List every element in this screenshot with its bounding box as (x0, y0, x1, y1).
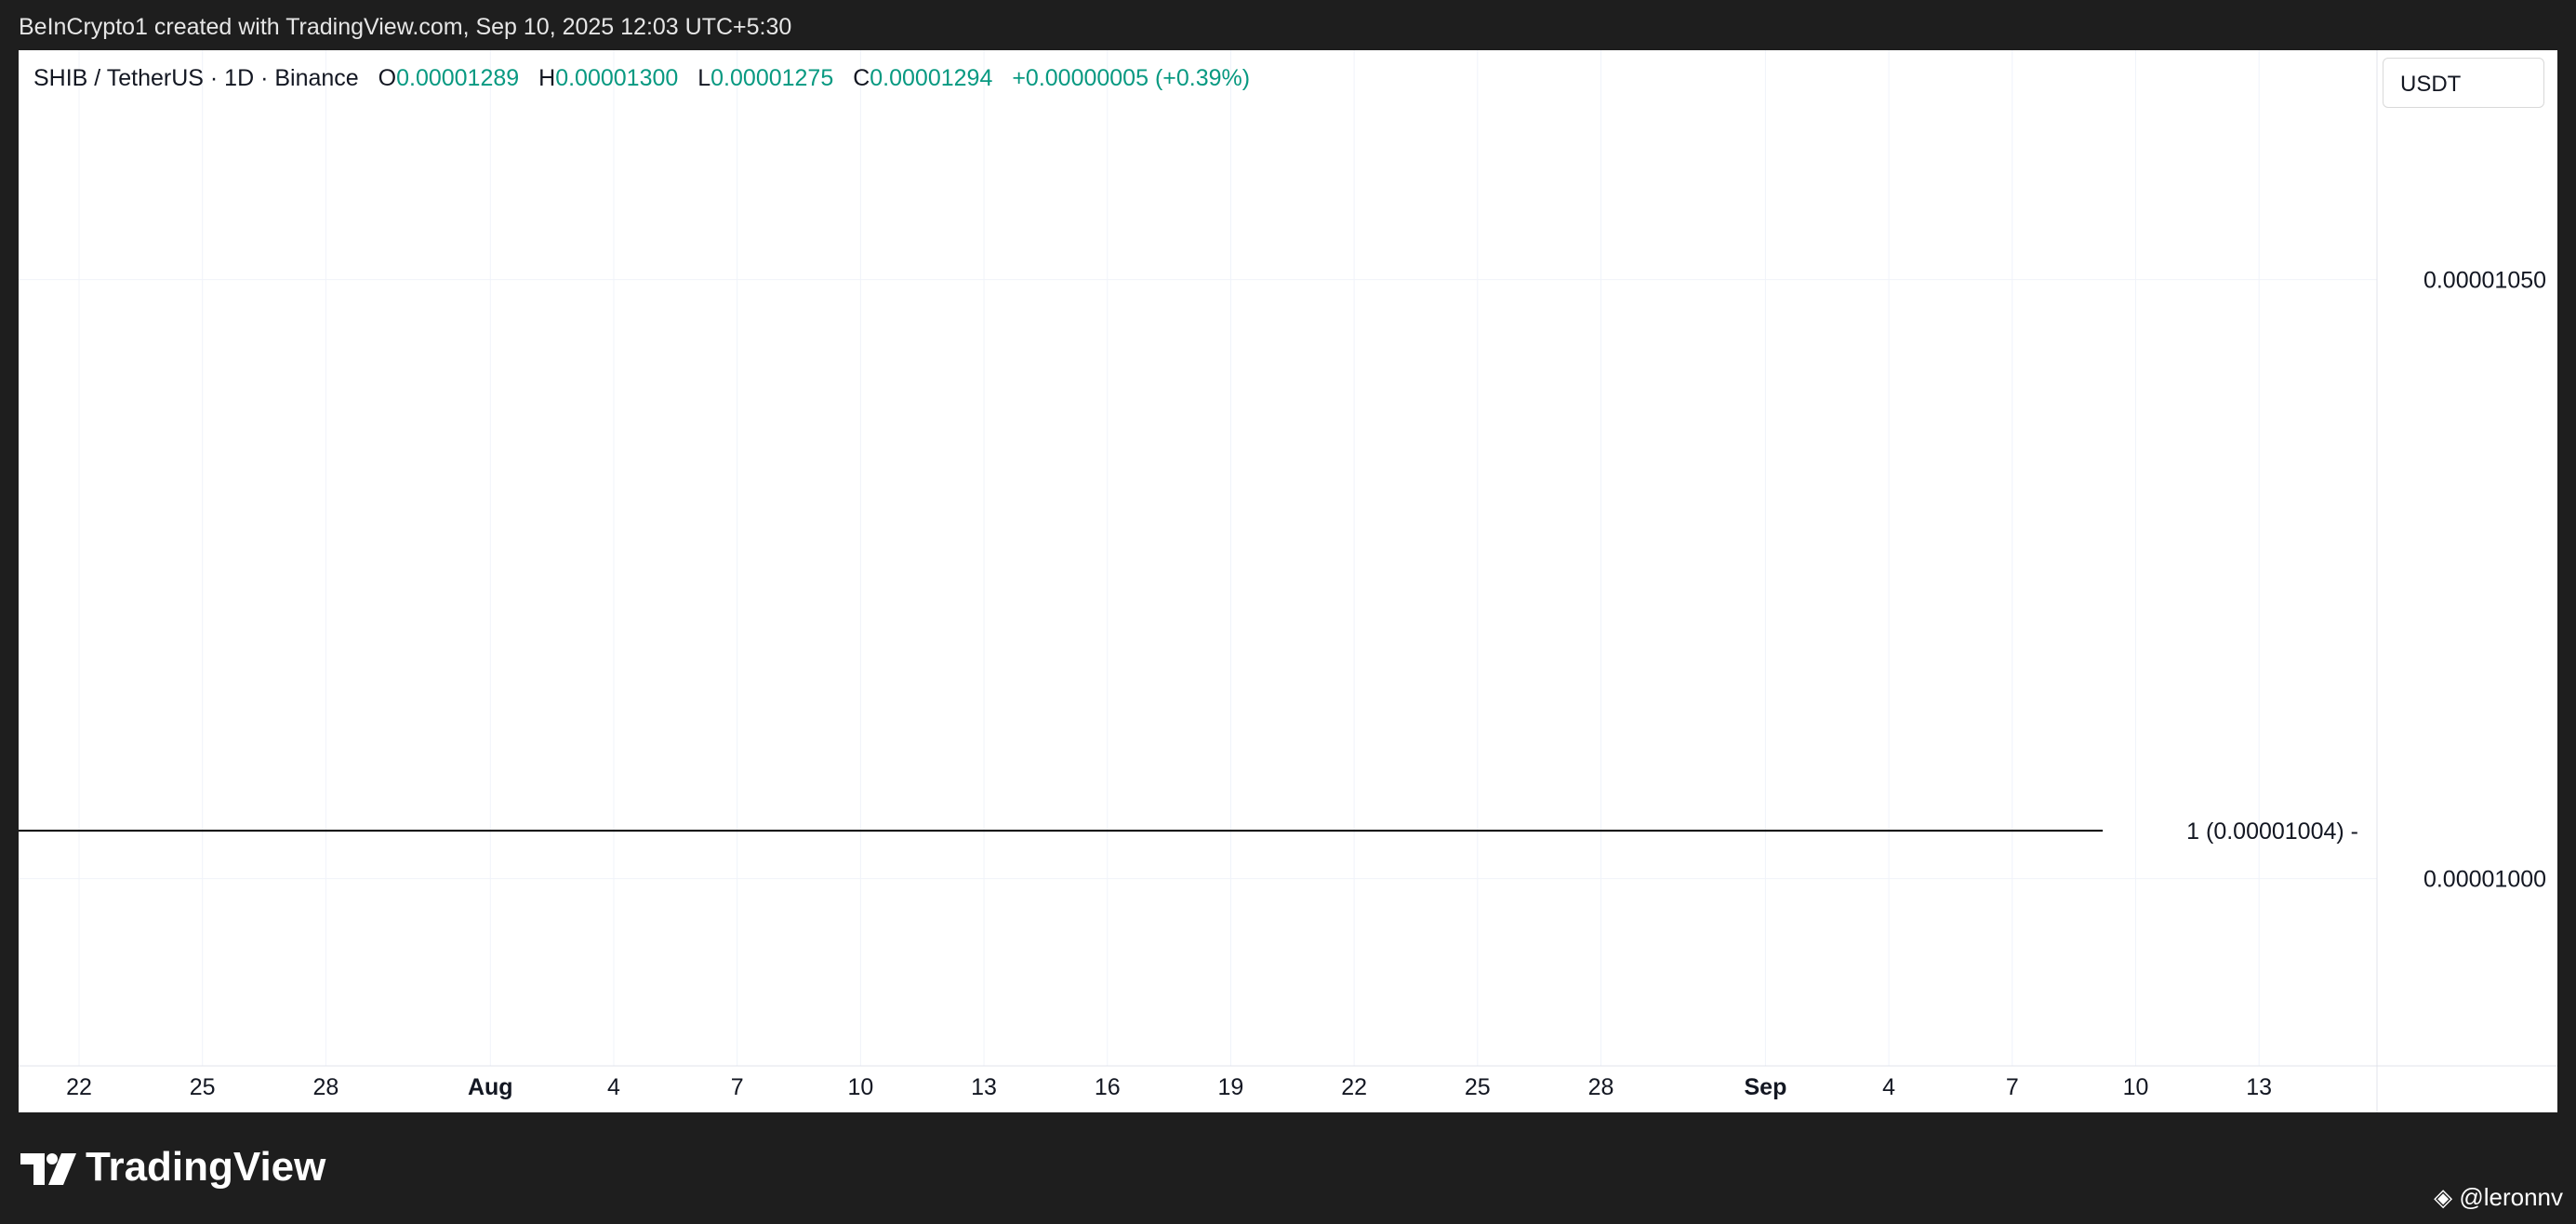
time-axis-tick-label: 25 (1465, 1074, 1491, 1100)
time-axis-tick-label: 16 (1095, 1074, 1121, 1100)
symbol-label[interactable]: SHIB / TetherUS · 1D · Binance (33, 65, 359, 91)
time-axis-tick-label: 13 (2246, 1074, 2272, 1100)
top-caption-bar: BeInCrypto1 created with TradingView.com… (0, 0, 2576, 50)
time-axis-tick-label: Aug (468, 1074, 513, 1100)
time-axis-tick-label: Sep (1745, 1074, 1787, 1100)
close-label: C (853, 65, 870, 91)
time-axis-tick-label: 4 (607, 1074, 620, 1100)
time-axis-tick-label: 4 (1882, 1074, 1895, 1100)
tradingview-logo-text: TradingView (86, 1144, 326, 1190)
price-chart[interactable]: 0.00001000 0.00001050 22 25 28 Aug 4 7 10 13 16 19 2… (19, 50, 2557, 1112)
diamond-icon: ◈ (2434, 1183, 2453, 1211)
time-axis-tick-label: 25 (190, 1074, 216, 1100)
time-axis-tick-label: 10 (2123, 1074, 2149, 1100)
open-value: 0.00001289 (396, 65, 520, 91)
ohlc-legend: SHIB / TetherUS · 1D · Binance O0.000012… (33, 65, 1250, 92)
close-value: 0.00001294 (870, 65, 993, 91)
time-axis-tick-label: 7 (2006, 1074, 2019, 1100)
change-value: +0.00000005 (+0.39%) (1012, 65, 1251, 91)
low-label: L (697, 65, 711, 91)
chart-panel[interactable]: 0.00001000 0.00001050 22 25 28 Aug 4 7 10 13 16 19 2… (19, 50, 2557, 1112)
fib-level-label: 1 (0.00001004) - (2186, 818, 2358, 845)
open-label: O (378, 65, 397, 91)
author-name: @leronnv (2459, 1183, 2563, 1211)
time-axis-tick-label: 28 (1588, 1074, 1614, 1100)
price-axis-tick-label: 0.00001050 (2423, 268, 2546, 294)
price-axis-tick-label: 0.00001000 (2423, 867, 2546, 893)
currency-button[interactable]: USDT (2383, 58, 2544, 108)
time-axis-tick-label: 22 (1341, 1074, 1367, 1100)
time-axis-tick-label: 13 (971, 1074, 997, 1100)
time-axis-tick-label: 7 (731, 1074, 744, 1100)
time-axis-tick-label: 19 (1218, 1074, 1244, 1100)
low-value: 0.00001275 (710, 65, 834, 91)
author-handle: ◈ @leronnv (2434, 1183, 2563, 1212)
tradingview-logo[interactable]: TradingView (20, 1144, 325, 1191)
high-label: H (538, 65, 556, 91)
time-axis-tick-label: 10 (847, 1074, 873, 1100)
footer-bar: TradingView ◈ @leronnv (0, 1112, 2576, 1224)
tradingview-logo-icon (20, 1153, 76, 1186)
time-axis-tick-label: 28 (312, 1074, 339, 1100)
time-axis-tick-label: 22 (66, 1074, 92, 1100)
chart-caption: BeInCrypto1 created with TradingView.com… (19, 14, 792, 40)
high-value: 0.00001300 (555, 65, 679, 91)
